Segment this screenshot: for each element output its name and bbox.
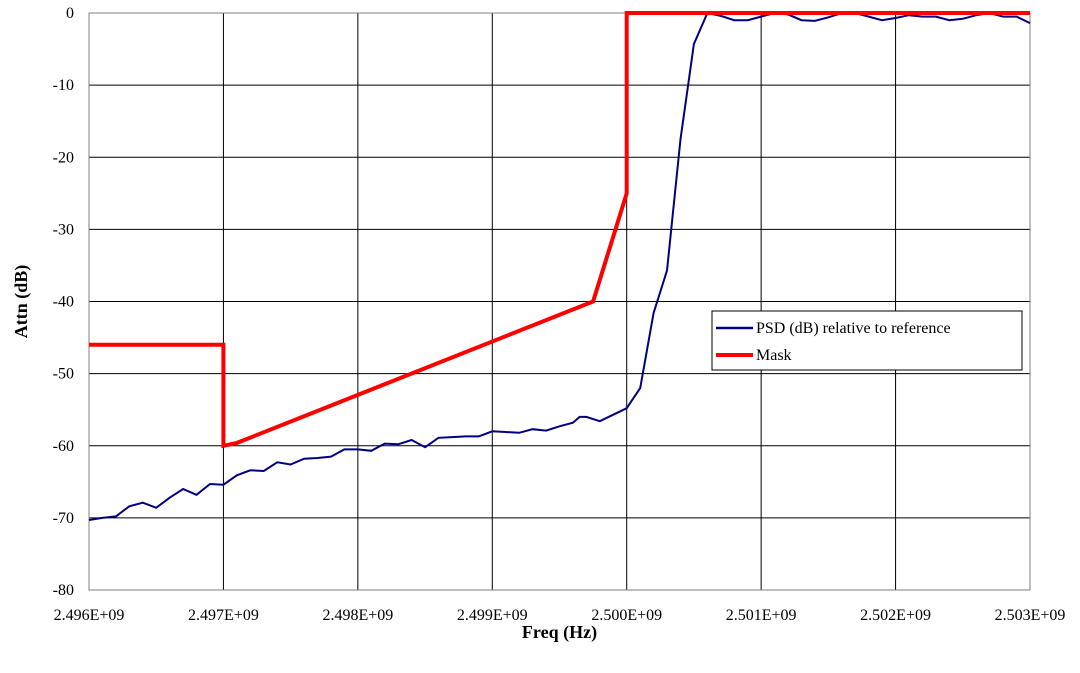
x-tick-label: 2.499E+09 <box>457 607 528 624</box>
x-tick-label: 2.497E+09 <box>188 607 259 624</box>
x-tick-label: 2.503E+09 <box>995 607 1066 624</box>
y-tick-label: 0 <box>66 5 74 22</box>
x-axis-tick-labels: 2.496E+09 2.497E+09 2.498E+09 2.499E+09 2.50… <box>54 607 1066 624</box>
series-line-mask <box>89 11 1030 449</box>
x-tick-label: 2.498E+09 <box>322 607 393 624</box>
x-axis-title: Freq (Hz) <box>522 622 597 643</box>
y-tick-label: -30 <box>53 221 74 238</box>
y-axis-tick-labels: 0 -10 -20 -30 -40 -50 -60 -70 -80 <box>53 5 74 599</box>
y-tick-label: -50 <box>53 366 74 383</box>
plot-area-border <box>88 12 1031 591</box>
y-axis-title: Attn (dB) <box>11 265 32 339</box>
legend-label-psd: PSD (dB) relative to reference <box>756 320 951 337</box>
x-tick-label: 2.501E+09 <box>726 607 797 624</box>
grid-lines <box>88 12 1031 591</box>
y-tick-label: -10 <box>53 77 74 94</box>
y-tick-label: -70 <box>53 510 74 527</box>
legend-label-mask: Mask <box>756 347 792 364</box>
x-tick-label: 2.502E+09 <box>860 607 931 624</box>
x-tick-label: 2.500E+09 <box>591 607 662 624</box>
y-tick-label: -40 <box>53 294 74 311</box>
y-tick-label: -80 <box>53 582 74 599</box>
y-tick-label: -60 <box>53 438 74 455</box>
x-tick-label: 2.496E+09 <box>54 607 125 624</box>
series-lines <box>88 11 1031 521</box>
y-tick-label: -20 <box>53 149 74 166</box>
series-line-psd <box>88 11 1031 521</box>
legend: PSD (dB) relative to reference Mask <box>711 310 1023 371</box>
legend-box <box>711 310 1023 371</box>
